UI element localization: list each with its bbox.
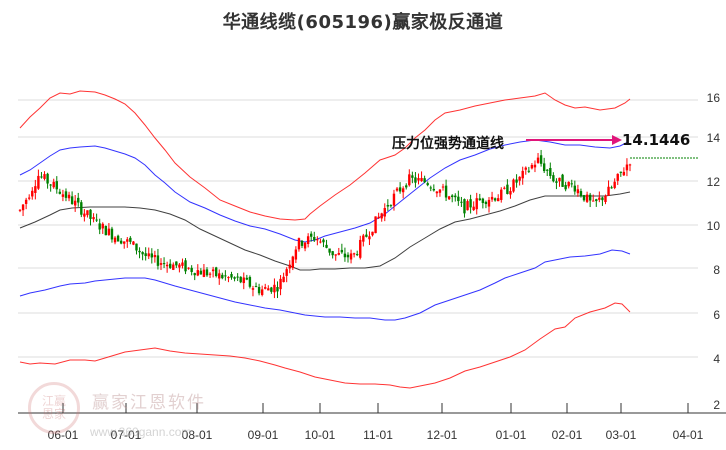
x-tick-label: 11-01 [363,428,393,442]
chart-title: 华通线缆(605196)赢家极反通道 [222,12,504,33]
upper-inner-band [19,139,629,243]
y-tick-2: 2 [713,398,720,412]
x-tick-label: 08-01 [181,428,213,442]
x-tick-label: 12-01 [426,428,458,442]
y-tick-10: 10 [706,219,720,233]
lower-outer-band [19,302,631,389]
lower-inner-band [19,249,631,321]
x-tick-label: 02-01 [551,428,583,442]
y-tick-16: 16 [706,91,720,105]
candlesticks [18,149,632,299]
x-tick-label: 07-01 [110,428,142,442]
watermark-name: 赢家江恩软件 [92,393,206,413]
y-tick-6: 6 [713,308,720,322]
x-tick-label: 09-01 [247,428,279,442]
x-tick-label: 01-01 [495,428,527,442]
y-tick-8: 8 [713,263,720,277]
annotation-arrow [526,135,622,145]
y-tick-12: 12 [706,175,720,189]
y-tick-14: 14 [706,131,720,145]
middle-line [19,191,631,271]
watermark-url: www.360gann.com [90,425,192,439]
x-tick-label: 10-01 [304,428,336,442]
resistance-annotation-value: 14.1446 [622,131,691,149]
upper-outer-band [19,90,631,221]
watermark-logo-text: 江赢恩家 [41,394,66,421]
y-tick-4: 4 [713,352,720,366]
x-tick-label: 03-01 [605,428,637,442]
resistance-annotation-label: 压力位强势通道线 [392,136,504,152]
watermark-logo-icon: 江赢恩家 [28,382,80,434]
x-tick-label: 04-01 [672,428,704,442]
